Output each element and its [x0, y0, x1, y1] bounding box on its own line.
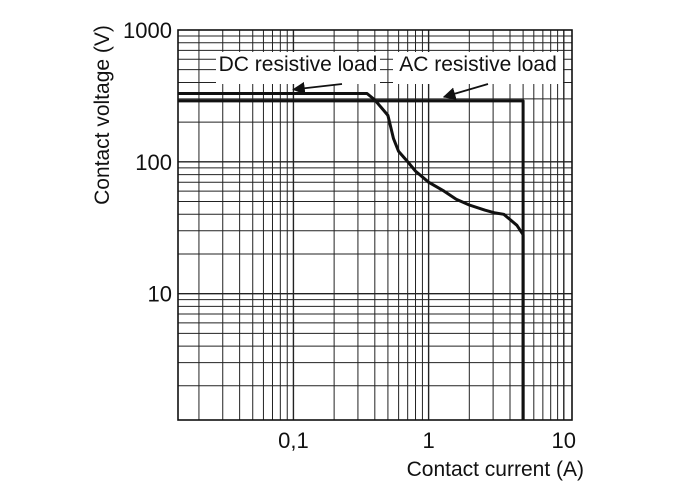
- grid: [178, 30, 572, 420]
- series-layer: [178, 92, 525, 420]
- annotation-box-ac: [393, 52, 563, 84]
- series-line-ac: [178, 99, 525, 420]
- x-axis-label: Contact current (A): [407, 458, 584, 481]
- y-tick-label: 1000: [123, 18, 172, 43]
- x-tick-label: 1: [422, 428, 434, 453]
- y-tick-label: 100: [135, 150, 172, 175]
- annotation-arrow-ac: [442, 83, 489, 100]
- annotation-layer: DC resistive load AC resistive load: [216, 52, 563, 100]
- tick-labels: 0,1 1 10 10 100 1000: [123, 18, 576, 453]
- series-line-dc: [178, 92, 525, 420]
- x-tick-label: 10: [552, 428, 576, 453]
- annotation-box-dc: [216, 52, 380, 84]
- y-axis-label: Contact voltage (V): [91, 25, 114, 205]
- annotation-arrow-dc: [292, 81, 343, 95]
- y-tick-label: 10: [148, 282, 172, 307]
- plot-frame: [177, 29, 573, 421]
- annotation-label-ac: AC resistive load: [399, 53, 557, 76]
- plot-border: [177, 29, 573, 421]
- x-tick-label: 0,1: [278, 428, 309, 453]
- annotation-label-dc: DC resistive load: [219, 53, 378, 76]
